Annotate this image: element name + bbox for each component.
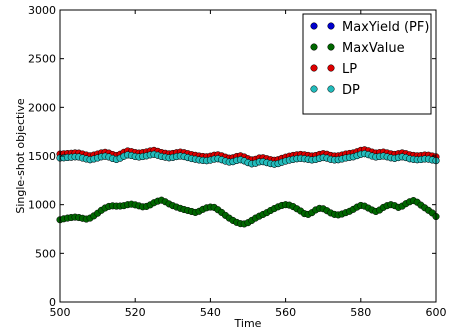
- y-tick-label: 1500: [28, 150, 56, 163]
- legend-items: MaxYield (PF) MaxValue LP DP: [310, 20, 429, 98]
- x-tick-label: 500: [50, 306, 71, 319]
- legend-label: MaxYield (PF): [342, 20, 429, 35]
- x-axis-label: Time: [234, 317, 262, 330]
- legend-marker: [327, 22, 335, 30]
- legend-marker: [310, 64, 318, 72]
- series-1: [56, 196, 440, 228]
- x-tick-label: 520: [125, 306, 146, 319]
- data-points: [56, 146, 440, 228]
- y-tick-label: 0: [49, 296, 56, 309]
- y-axis-label: Single-shot objective: [14, 98, 27, 213]
- legend-label: LP: [342, 62, 357, 77]
- legend-marker: [310, 85, 318, 93]
- legend-marker: [327, 85, 335, 93]
- legend-label: DP: [342, 83, 360, 98]
- x-tick-label: 540: [200, 306, 221, 319]
- y-tick-label: 1000: [28, 199, 56, 212]
- legend-marker: [327, 64, 335, 72]
- legend-marker: [327, 43, 335, 51]
- y-tick-label: 2000: [28, 101, 56, 114]
- y-tick-label: 3000: [28, 4, 56, 17]
- y-tick-label: 2500: [28, 53, 56, 66]
- axis-ticks: 500 520 540 560 580 6000500100015002000250030…: [28, 4, 447, 319]
- legend-box: [302, 13, 432, 115]
- y-tick-label: 500: [35, 247, 56, 260]
- x-tick-label: 560: [275, 306, 296, 319]
- legend-label: MaxValue: [342, 41, 405, 56]
- legend-marker: [310, 22, 318, 30]
- x-tick-label: 600: [426, 306, 447, 319]
- legend: MaxYield (PF) MaxValue LP DP: [302, 13, 432, 115]
- x-tick-label: 580: [350, 306, 371, 319]
- legend-marker: [310, 43, 318, 51]
- series-3: [56, 150, 440, 168]
